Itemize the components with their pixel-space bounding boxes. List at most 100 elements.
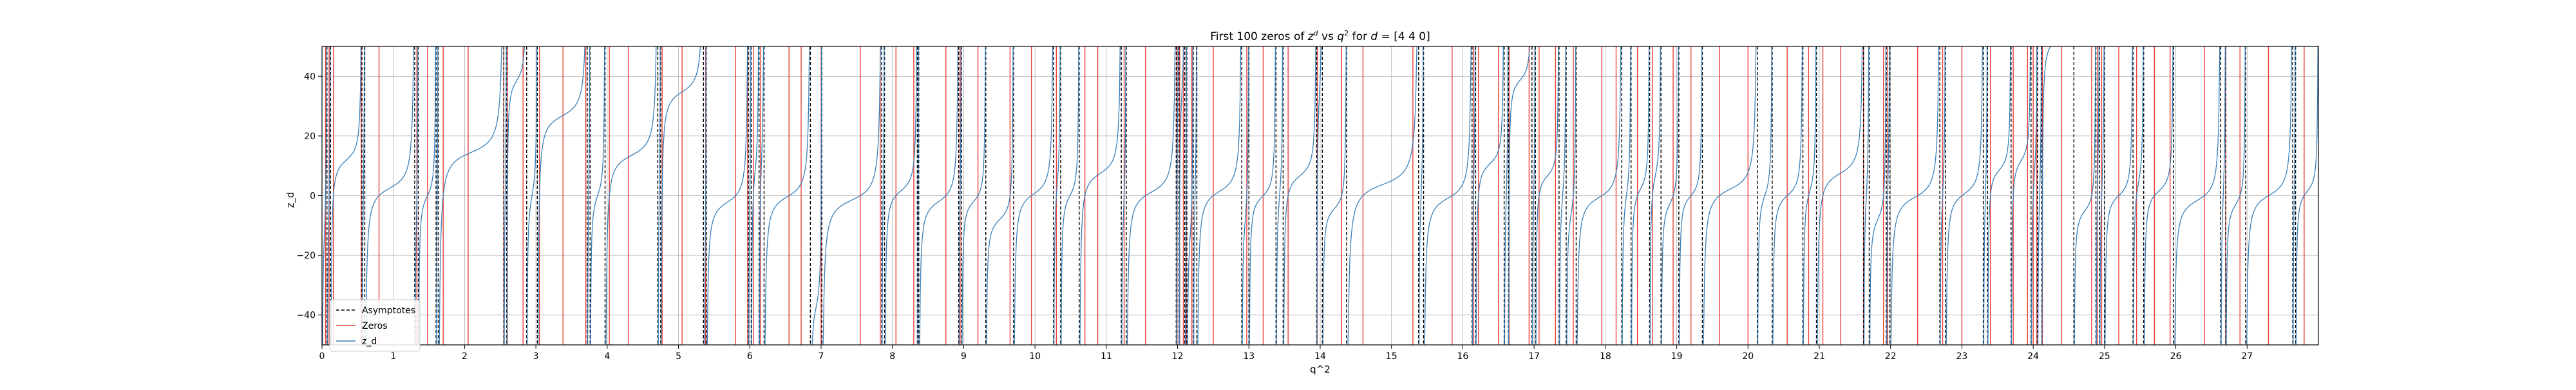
zd-curve-branch (1242, 46, 1249, 345)
zd-curve-branch (1197, 46, 1242, 345)
zd-curve-branch (706, 46, 748, 345)
zd-curve-branch (330, 46, 362, 345)
zd-curve-branch (1622, 46, 1631, 345)
title-q-sup: 2 (1344, 29, 1349, 37)
zd-curve-branch (322, 46, 327, 345)
zd-curve-branch (1535, 46, 1559, 345)
x-tick-label: 11 (1101, 351, 1112, 362)
zd-curve-branch (748, 46, 752, 345)
x-tick-label: 3 (533, 351, 539, 362)
y-tick-label: 20 (304, 132, 316, 142)
zd-curve-branch (436, 46, 439, 345)
zd-curve-branch (660, 46, 701, 345)
zd-curve-branch (1504, 46, 1509, 345)
legend-label-zd: z_d (362, 336, 377, 347)
x-tick-label: 19 (1671, 351, 1683, 362)
x-tick-label: 9 (961, 351, 967, 362)
x-tick-label: 18 (1600, 351, 1611, 362)
zd-curve-branch (2246, 46, 2293, 345)
zd-curve-branch (1079, 46, 1121, 345)
zd-curve-branch (1322, 46, 1347, 345)
zd-curve-branch (759, 46, 764, 345)
zd-curve-branch (590, 46, 605, 345)
zd-curve-branch (1187, 46, 1193, 345)
zd-curve-branch (1703, 46, 1757, 345)
title-q: q (1337, 30, 1344, 43)
zd-curve-branch (1179, 46, 1184, 345)
zd-curve-branch (1757, 46, 1772, 345)
title-d: d (1370, 30, 1378, 43)
x-tick-label: 20 (1742, 351, 1754, 362)
zd-curve-branch (703, 46, 706, 345)
zd-curve-branch (1316, 46, 1321, 345)
x-tick-label: 15 (1386, 351, 1397, 362)
zd-curve-branch (1508, 46, 1530, 345)
zd-curve-branch (1983, 46, 1988, 345)
zd-curve-branch (587, 46, 591, 345)
y-tick-label: −20 (296, 251, 316, 261)
zd-curve-branch (526, 46, 538, 345)
zd-curve-branch (1424, 46, 1472, 345)
zd-curve-branch (2011, 46, 2031, 345)
zd-curve-branch (1176, 46, 1179, 345)
asymptotes-layer (327, 46, 2297, 345)
zd-curve-branch (1347, 46, 1417, 345)
legend-box (329, 299, 421, 352)
zd-curve-branch (919, 46, 959, 345)
x-tick-label: 4 (604, 351, 610, 362)
zd-curve-branch (1193, 46, 1197, 345)
x-tick-label: 1 (390, 351, 396, 362)
zd-curve-branch (2295, 46, 2318, 345)
zd-curve-branch (1121, 46, 1126, 345)
x-tick-label: 26 (2170, 351, 2182, 362)
title-for: for (1349, 30, 1370, 43)
zd-curve-branch (1940, 46, 1946, 345)
zd-curve-branch (1276, 46, 1283, 345)
zd-curve-branch (418, 46, 436, 345)
zd-curve-branch (1890, 46, 1940, 345)
y-tick-label: −40 (296, 311, 316, 321)
zd-curve-branch (658, 46, 661, 345)
legend-label-zeros: Zeros (362, 321, 388, 331)
zd-curve-branch (1283, 46, 1316, 345)
zd-curve-branch (2096, 46, 2099, 345)
zd-curve-branch (2105, 46, 2133, 345)
zd-curve-branch (751, 46, 759, 345)
grid-layer (321, 46, 2318, 345)
zd-curve-branch (1631, 46, 1650, 345)
x-tick-label: 6 (747, 351, 753, 362)
zd-curve-branch (2144, 46, 2174, 345)
legend-label-asymptotes: Asymptotes (362, 306, 415, 316)
zd-curve-branch (2226, 46, 2246, 345)
zd-curve-branch (1817, 46, 1863, 345)
zd-curve-branch (1061, 46, 1079, 345)
zd-curve-branch (1531, 46, 1536, 345)
zd-curve-branch (1772, 46, 1803, 345)
y-tick-label: 40 (304, 72, 316, 82)
x-tick-label: 7 (819, 351, 824, 362)
x-tick-label: 16 (1457, 351, 1469, 362)
zd-curve-branch (884, 46, 917, 345)
zd-curve-branch (439, 46, 502, 345)
title-z-sup: d (1314, 29, 1319, 37)
x-tick-label: 23 (1956, 351, 1968, 362)
x-tick-label: 2 (462, 351, 468, 362)
zd-curve-branch (1418, 46, 1424, 345)
x-tick-label: 22 (1885, 351, 1897, 362)
zd-curve-branch (537, 46, 585, 345)
zd-curve-branch (1649, 46, 1661, 345)
zd-curve-branch (1577, 46, 1622, 345)
zd-curve-branch (1014, 46, 1054, 345)
zd-curve-branch (917, 46, 919, 345)
zd-curve-branch (2031, 46, 2038, 345)
x-axis-label: q^2 (1310, 364, 1331, 375)
zd-curve-branch (2133, 46, 2144, 345)
zd-curve-branch (1886, 46, 1890, 345)
zd-curve-branch (2293, 46, 2296, 345)
x-tick-label: 8 (889, 351, 895, 362)
x-tick-label: 12 (1172, 351, 1184, 362)
x-tick-label: 25 (2099, 351, 2110, 362)
zd-curve-branch (2174, 46, 2221, 345)
